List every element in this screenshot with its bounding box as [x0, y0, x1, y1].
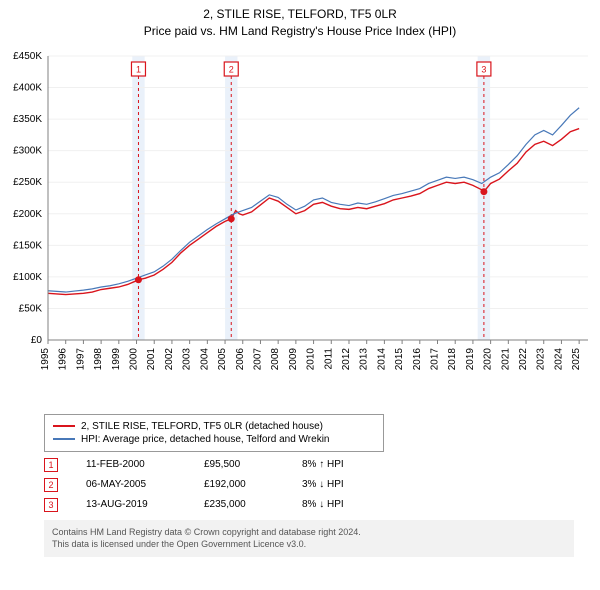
x-tick-label: 1999: [111, 347, 122, 370]
legend-label: HPI: Average price, detached house, Telf…: [81, 434, 330, 445]
y-tick-label: £200K: [13, 208, 42, 219]
x-tick-label: 2002: [164, 347, 175, 370]
x-tick-label: 2012: [341, 347, 352, 370]
title-block: 2, STILE RISE, TELFORD, TF5 0LR Price pa…: [0, 0, 600, 40]
x-tick-label: 2005: [217, 347, 228, 370]
x-tick-label: 1995: [40, 347, 51, 370]
chart-svg: £0 £50K £100K £150K £200K £250K £300K £350K £400…: [0, 40, 600, 410]
x-tick-label: 2008: [270, 347, 281, 370]
legend-label: 2, STILE RISE, TELFORD, TF5 0LR (detache…: [81, 421, 323, 432]
event-marker: 2: [44, 478, 58, 492]
chart: £0 £50K £100K £150K £200K £250K £300K £350K £400…: [0, 40, 600, 410]
x-tick-label: 2015: [394, 347, 405, 370]
x-tick-label: 2004: [199, 347, 210, 370]
x-tick-label: 2022: [518, 347, 529, 370]
x-tick-label: 2011: [323, 347, 334, 369]
x-tick-label: 2007: [252, 347, 263, 370]
x-tick-label: 2017: [430, 347, 441, 370]
event-date: 11-FEB-2000: [86, 459, 176, 470]
sale-dot: [480, 188, 487, 195]
x-tick-label: 2001: [146, 347, 157, 370]
legend-swatch: [53, 425, 75, 427]
event-delta: 3% ↓ HPI: [302, 479, 382, 490]
x-tick-label: 2003: [182, 347, 193, 370]
event-price: £95,500: [204, 459, 274, 470]
title-line-1: 2, STILE RISE, TELFORD, TF5 0LR: [0, 6, 600, 23]
events-table: 1 11-FEB-2000 £95,500 8% ↑ HPI 2 06-MAY-2005 £…: [44, 458, 590, 512]
x-tick-label: 2000: [129, 347, 140, 370]
title-line-2: Price paid vs. HM Land Registry's House …: [0, 23, 600, 40]
sale-marker-num: 2: [229, 64, 234, 74]
x-tick-label: 2016: [412, 347, 423, 370]
footer-attribution: Contains HM Land Registry data © Crown c…: [44, 520, 574, 557]
x-tick-label: 2023: [536, 347, 547, 370]
x-tick-label: 1996: [58, 347, 69, 370]
event-price: £235,000: [204, 499, 274, 510]
x-tick-label: 2019: [465, 347, 476, 370]
legend: 2, STILE RISE, TELFORD, TF5 0LR (detache…: [44, 414, 384, 452]
x-tick-label: 2009: [288, 347, 299, 370]
x-tick-label: 2020: [483, 347, 494, 370]
x-tick-label: 2014: [376, 347, 387, 370]
event-date: 13-AUG-2019: [86, 499, 176, 510]
event-delta: 8% ↓ HPI: [302, 499, 382, 510]
event-delta: 8% ↑ HPI: [302, 459, 382, 470]
sale-dot: [135, 276, 142, 283]
y-tick-label: £50K: [19, 303, 43, 314]
sale-marker-num: 1: [136, 64, 141, 74]
event-row: 1 11-FEB-2000 £95,500 8% ↑ HPI: [44, 458, 590, 472]
y-tick-label: £350K: [13, 114, 42, 125]
event-row: 3 13-AUG-2019 £235,000 8% ↓ HPI: [44, 498, 590, 512]
x-tick-label: 1997: [75, 347, 86, 370]
y-tick-label: £150K: [13, 240, 42, 251]
x-tick-label: 2013: [359, 347, 370, 370]
x-tick-label: 2006: [235, 347, 246, 370]
plot-bg: [48, 56, 588, 340]
footer-line-2: This data is licensed under the Open Gov…: [52, 538, 566, 551]
event-marker: 1: [44, 458, 58, 472]
sale-marker-num: 3: [481, 64, 486, 74]
x-tick-label: 2025: [571, 347, 582, 370]
x-tick-label: 2024: [553, 347, 564, 370]
legend-row: 2, STILE RISE, TELFORD, TF5 0LR (detache…: [53, 421, 375, 432]
x-tick-label: 1998: [93, 347, 104, 370]
y-tick-label: £250K: [13, 177, 42, 188]
event-row: 2 06-MAY-2005 £192,000 3% ↓ HPI: [44, 478, 590, 492]
y-tick-label: £0: [31, 335, 43, 346]
footer-line-1: Contains HM Land Registry data © Crown c…: [52, 526, 566, 539]
sale-dot: [228, 215, 235, 222]
event-price: £192,000: [204, 479, 274, 490]
y-tick-label: £100K: [13, 271, 42, 282]
event-marker: 3: [44, 498, 58, 512]
legend-row: HPI: Average price, detached house, Telf…: [53, 434, 375, 445]
event-date: 06-MAY-2005: [86, 479, 176, 490]
y-tick-label: £400K: [13, 82, 42, 93]
y-tick-label: £450K: [13, 51, 42, 62]
legend-swatch: [53, 438, 75, 440]
y-tick-label: £300K: [13, 145, 42, 156]
x-tick-label: 2018: [447, 347, 458, 370]
x-tick-label: 2010: [306, 347, 317, 370]
x-tick-label: 2021: [500, 347, 511, 370]
